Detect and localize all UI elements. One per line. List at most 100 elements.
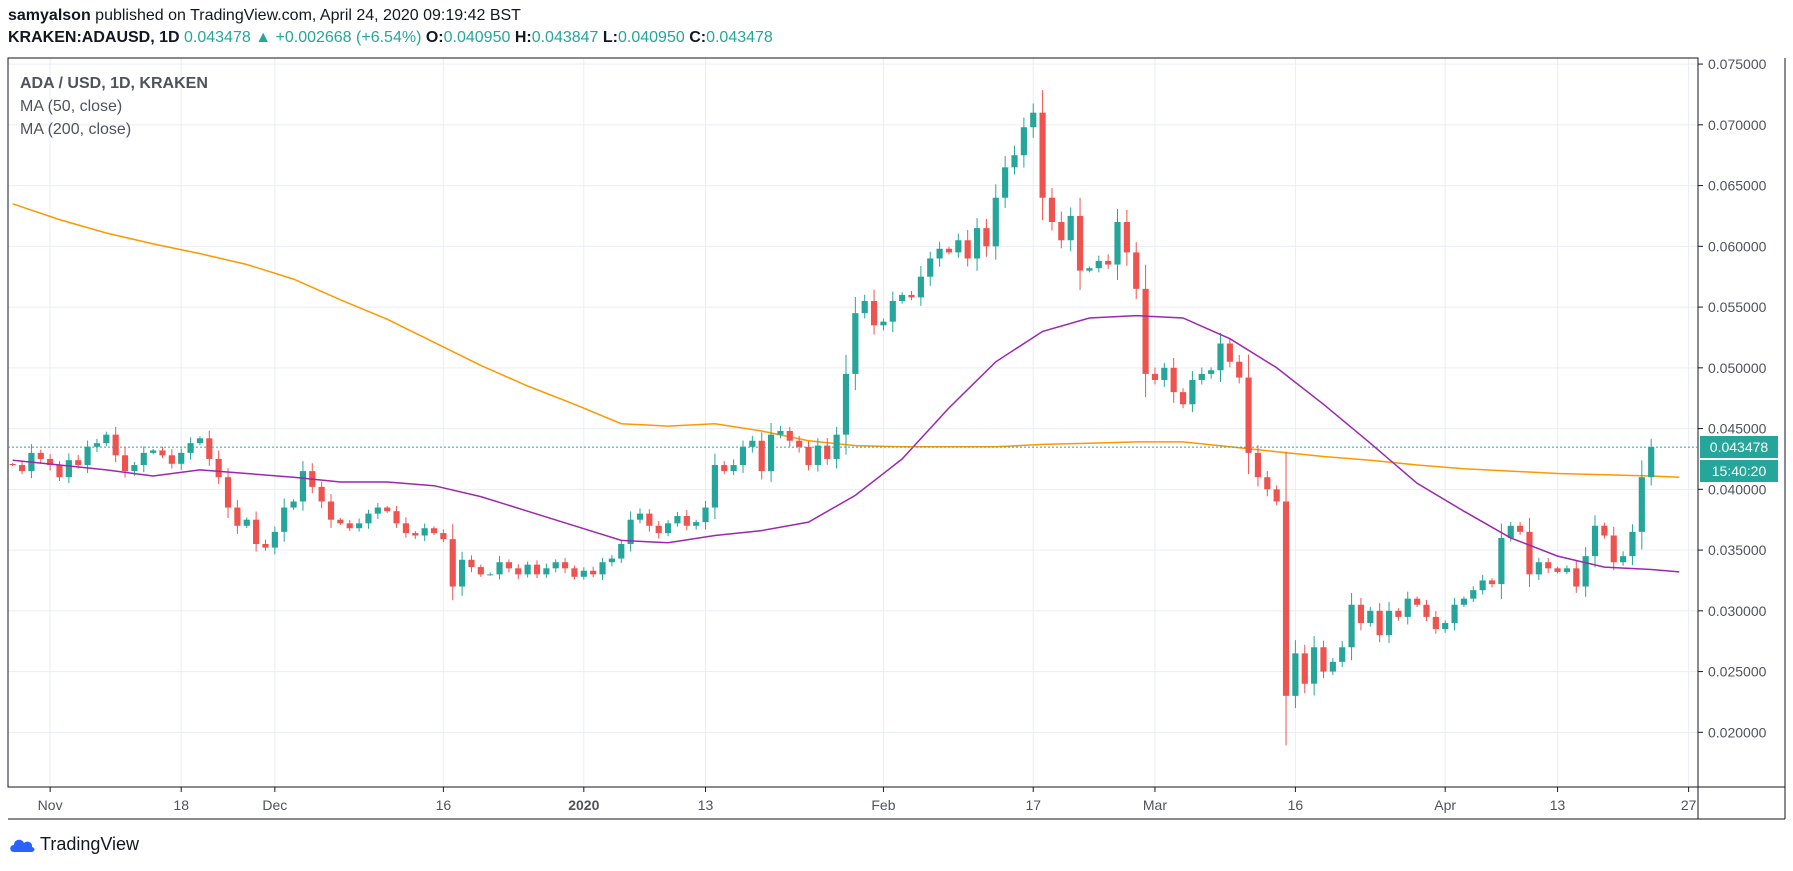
candle-body	[1264, 477, 1271, 490]
candle-down	[1142, 264, 1149, 398]
candle-down	[945, 246, 953, 255]
candle-down	[721, 461, 728, 475]
candles-layer	[9, 90, 1655, 746]
candle-up	[178, 448, 185, 470]
candle-down	[1301, 644, 1308, 694]
candle-down	[1076, 197, 1084, 290]
candle-down	[1488, 578, 1496, 588]
legend-ma200[interactable]: MA (200, close)	[20, 121, 132, 138]
candle-down	[655, 521, 662, 539]
candle-down	[393, 505, 400, 528]
candle-up	[1498, 523, 1505, 600]
candle-body	[917, 276, 924, 298]
candle-up	[833, 426, 840, 469]
tradingview-brand: TradingView	[40, 834, 140, 854]
candle-up	[196, 436, 204, 446]
candle-body	[384, 507, 391, 512]
candle-down	[215, 450, 222, 485]
candle-up	[777, 425, 784, 439]
candle-up	[1348, 592, 1355, 661]
candle-body	[927, 258, 934, 277]
candle-body	[1020, 127, 1027, 156]
candle-up	[1442, 620, 1449, 633]
low-value: 0.040950	[618, 29, 685, 46]
candle-up	[955, 233, 962, 258]
candle-body	[1348, 604, 1355, 648]
tradingview-footer[interactable]: TradingView	[8, 834, 139, 855]
x-tick-label: 16	[1288, 797, 1304, 813]
candle-up	[992, 184, 999, 260]
candle-up	[552, 559, 559, 573]
candle-body	[477, 567, 484, 575]
candle-body	[1170, 367, 1177, 393]
candle-up	[1591, 515, 1599, 568]
candle-body	[346, 523, 353, 529]
candle-body	[1114, 222, 1121, 265]
candle-down	[1573, 560, 1580, 593]
candle-down	[1236, 354, 1243, 384]
candle-up	[1217, 332, 1224, 382]
candle-body	[224, 477, 232, 508]
candle-body	[18, 465, 26, 472]
candle-body	[1236, 361, 1243, 378]
candle-body	[262, 544, 269, 548]
candle-up	[187, 437, 194, 460]
candle-up	[1198, 367, 1205, 385]
candle-up	[1067, 207, 1074, 252]
candle-body	[973, 228, 981, 259]
candle-body	[1339, 647, 1346, 662]
candle-body	[1517, 525, 1524, 532]
candle-body	[327, 501, 335, 520]
open-label: O:	[425, 29, 444, 46]
candle-up	[927, 251, 934, 286]
candle-up	[608, 555, 615, 567]
candle-body	[515, 568, 522, 575]
candle-body	[749, 440, 756, 447]
author-name[interactable]: samyalson	[8, 7, 91, 24]
candle-down	[824, 438, 831, 465]
candle-body	[1189, 379, 1196, 405]
candle-body	[796, 440, 803, 447]
candle-up	[627, 511, 634, 552]
y-tick-label: 0.050000	[1708, 360, 1767, 376]
candle-body	[1526, 531, 1533, 575]
candle-body	[1058, 222, 1065, 241]
candle-body	[1638, 477, 1645, 532]
candle-body	[243, 519, 250, 526]
candle-body	[75, 460, 82, 466]
candle-body	[618, 544, 625, 559]
last-price-value: 0.043478	[184, 29, 251, 46]
candle-up	[842, 354, 850, 455]
candle-body	[496, 562, 503, 575]
legend-main[interactable]: ADA / USD, 1D, KRAKEN	[20, 75, 208, 92]
candle-body	[543, 568, 550, 575]
x-tick-label: 13	[698, 797, 714, 813]
candle-down	[1123, 209, 1130, 266]
ma50-layer	[12, 314, 1680, 573]
candle-body	[393, 511, 400, 524]
candle-up	[599, 557, 606, 581]
x-tick-label: 2020	[568, 797, 599, 813]
candle-body	[1067, 215, 1074, 241]
candle-up	[1620, 551, 1627, 566]
candle-body	[1030, 112, 1037, 128]
candle-up	[543, 563, 550, 578]
candle-body	[608, 558, 615, 563]
legend-ma50[interactable]: MA (50, close)	[20, 98, 123, 115]
candle-up	[140, 446, 147, 473]
candle-body	[103, 434, 110, 444]
candle-up	[1339, 641, 1346, 668]
candle-body	[1245, 377, 1252, 453]
candle-body	[271, 531, 278, 548]
candle-down	[571, 565, 578, 580]
candle-body	[1179, 392, 1187, 405]
candle-up	[1460, 596, 1468, 607]
candle-up	[767, 422, 775, 482]
last-price-tag: 0.043478	[1700, 436, 1778, 459]
candle-up	[739, 440, 747, 473]
candle-down	[1245, 354, 1252, 475]
candle-up	[880, 318, 887, 331]
candle-body	[168, 455, 175, 464]
candle-body	[299, 471, 307, 502]
